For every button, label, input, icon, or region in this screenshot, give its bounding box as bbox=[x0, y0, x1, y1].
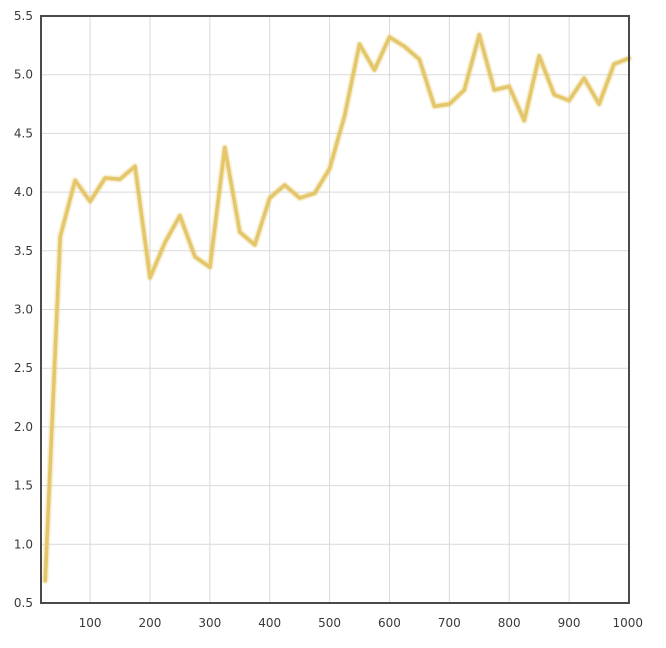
data-point bbox=[402, 45, 406, 49]
data-point bbox=[43, 579, 47, 583]
data-point bbox=[432, 104, 436, 108]
data-point bbox=[462, 88, 466, 92]
data-point bbox=[253, 243, 257, 247]
data-point bbox=[447, 102, 451, 106]
data-point bbox=[507, 84, 511, 88]
x-tick-label: 700 bbox=[438, 616, 461, 630]
y-tick-label: 5.5 bbox=[14, 9, 33, 23]
data-point bbox=[552, 93, 556, 97]
y-tick-label: 5.0 bbox=[14, 68, 33, 82]
data-point bbox=[477, 33, 481, 37]
data-point bbox=[567, 99, 571, 103]
x-tick-label: 100 bbox=[79, 616, 102, 630]
data-point bbox=[208, 265, 212, 269]
data-point bbox=[358, 42, 362, 46]
data-point bbox=[103, 176, 107, 180]
data-point bbox=[193, 255, 197, 259]
series-line-glow bbox=[42, 31, 632, 584]
data-point bbox=[612, 62, 616, 66]
grid-layer bbox=[41, 16, 629, 603]
data-point bbox=[88, 199, 92, 203]
y-tick-label: 1.0 bbox=[14, 537, 33, 551]
series-layer bbox=[42, 31, 632, 584]
x-tick-label: 900 bbox=[558, 616, 581, 630]
data-point bbox=[238, 230, 242, 234]
data-point bbox=[522, 118, 526, 122]
x-tick-label: 200 bbox=[139, 616, 162, 630]
data-point bbox=[387, 35, 391, 39]
x-tick-label: 500 bbox=[318, 616, 341, 630]
y-tick-label: 4.5 bbox=[14, 126, 33, 140]
y-tick-label: 4.0 bbox=[14, 185, 33, 199]
data-point bbox=[178, 214, 182, 218]
data-point bbox=[118, 177, 122, 181]
x-tick-label: 1000 bbox=[612, 616, 643, 630]
data-point bbox=[343, 114, 347, 118]
data-point bbox=[148, 276, 152, 280]
plot-frame bbox=[40, 15, 630, 604]
y-tick-label: 3.5 bbox=[14, 244, 33, 258]
data-point bbox=[328, 167, 332, 171]
data-point bbox=[537, 54, 541, 58]
data-point bbox=[582, 76, 586, 80]
data-point bbox=[283, 183, 287, 187]
y-tick-label: 3.0 bbox=[14, 303, 33, 317]
data-point bbox=[492, 88, 496, 92]
data-point bbox=[298, 196, 302, 200]
data-point bbox=[133, 164, 137, 168]
y-tick-label: 2.0 bbox=[14, 420, 33, 434]
x-tick-label: 600 bbox=[378, 616, 401, 630]
data-point bbox=[223, 145, 227, 149]
data-point bbox=[373, 68, 377, 72]
x-tick-label: 300 bbox=[198, 616, 221, 630]
series-line bbox=[43, 33, 631, 583]
y-axis-ticks: 0.5 1.0 1.5 2.0 2.5 3.0 3.5 4.0 4.5 5.0 5.5 bbox=[14, 9, 33, 610]
data-point bbox=[313, 191, 317, 195]
data-point bbox=[417, 57, 421, 61]
x-axis-ticks: 100 200 300 400 500 600 700 800 900 1000 bbox=[79, 616, 643, 630]
data-point bbox=[73, 178, 77, 182]
y-tick-label: 0.5 bbox=[14, 596, 33, 610]
data-point bbox=[163, 241, 167, 245]
data-point bbox=[58, 235, 62, 239]
x-tick-label: 800 bbox=[498, 616, 521, 630]
y-tick-label: 1.5 bbox=[14, 479, 33, 493]
data-point bbox=[597, 102, 601, 106]
data-point bbox=[268, 196, 272, 200]
y-tick-label: 2.5 bbox=[14, 361, 33, 375]
x-tick-label: 400 bbox=[258, 616, 281, 630]
